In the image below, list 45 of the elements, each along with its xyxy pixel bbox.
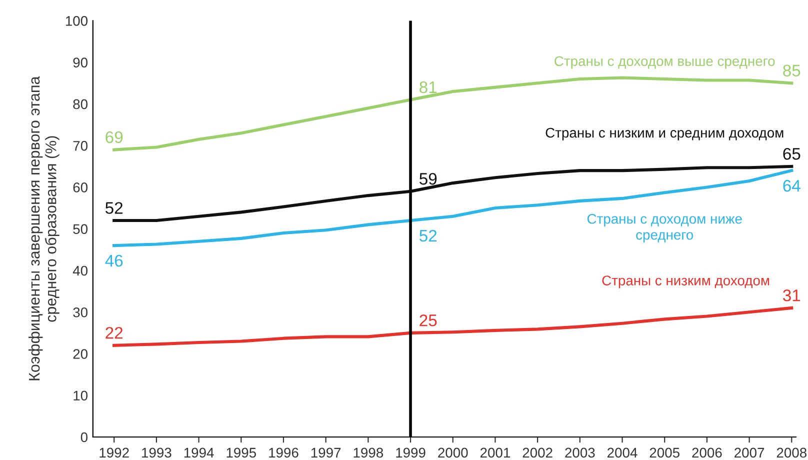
data-label: 69 (106, 131, 123, 144)
x-tick-label: 1994 (184, 448, 214, 458)
x-tick-label: 2000 (438, 448, 468, 458)
series-label: Страны с доходом ниже среднего (587, 214, 742, 242)
series-label: Страны с низким доходом (602, 276, 770, 288)
y-tick-label: 70 (73, 140, 88, 151)
y-axis-title: Коэффициенты завершения первого этапа среднего образования (%) (28, 76, 60, 380)
y-tick-label: 100 (66, 16, 88, 26)
x-tick-label: 2003 (565, 448, 595, 458)
data-label: 85 (783, 64, 800, 77)
x-tick-label: 2006 (692, 448, 722, 458)
x-tick-label: 2008 (776, 448, 806, 458)
x-tick-label: 2004 (608, 448, 638, 458)
x-tick-label: 2001 (480, 448, 510, 458)
x-tick-label: 2005 (650, 448, 680, 458)
y-tick-label: 20 (73, 349, 88, 359)
data-label: 65 (783, 148, 800, 160)
data-label: 22 (106, 326, 123, 339)
data-label: 31 (783, 290, 800, 302)
x-tick-label: 1998 (354, 448, 384, 458)
series-label: Страны с низким и средним доходом (546, 128, 784, 140)
x-tick-label: 1992 (100, 448, 129, 458)
y-tick-label: 50 (73, 224, 88, 234)
data-label: 52 (105, 202, 123, 214)
data-label: 59 (420, 172, 437, 185)
y-tick-label: 90 (73, 58, 88, 68)
data-label: 52 (420, 230, 437, 242)
x-tick-label: 1995 (226, 448, 256, 458)
x-tick-label: 1996 (269, 448, 298, 458)
y-tick-label: 10 (74, 390, 88, 401)
data-label: 25 (420, 314, 437, 326)
y-tick-label: 0 (80, 432, 88, 442)
x-tick-label: 1997 (311, 448, 341, 458)
data-label: 81 (420, 81, 437, 94)
data-label: 64 (783, 180, 800, 192)
y-tick-label: 30 (73, 307, 88, 318)
y-tick-label: 60 (73, 182, 88, 192)
series-label: Страны с доходом выше среднего (554, 56, 775, 69)
y-tick-label: 40 (72, 266, 88, 276)
x-tick-label: 1993 (142, 448, 172, 458)
x-tick-label: 2002 (522, 448, 552, 458)
data-label: 46 (105, 254, 123, 267)
y-tick-label: 80 (73, 99, 88, 110)
x-tick-label: 1999 (396, 448, 426, 458)
x-tick-label: 2007 (734, 448, 764, 458)
